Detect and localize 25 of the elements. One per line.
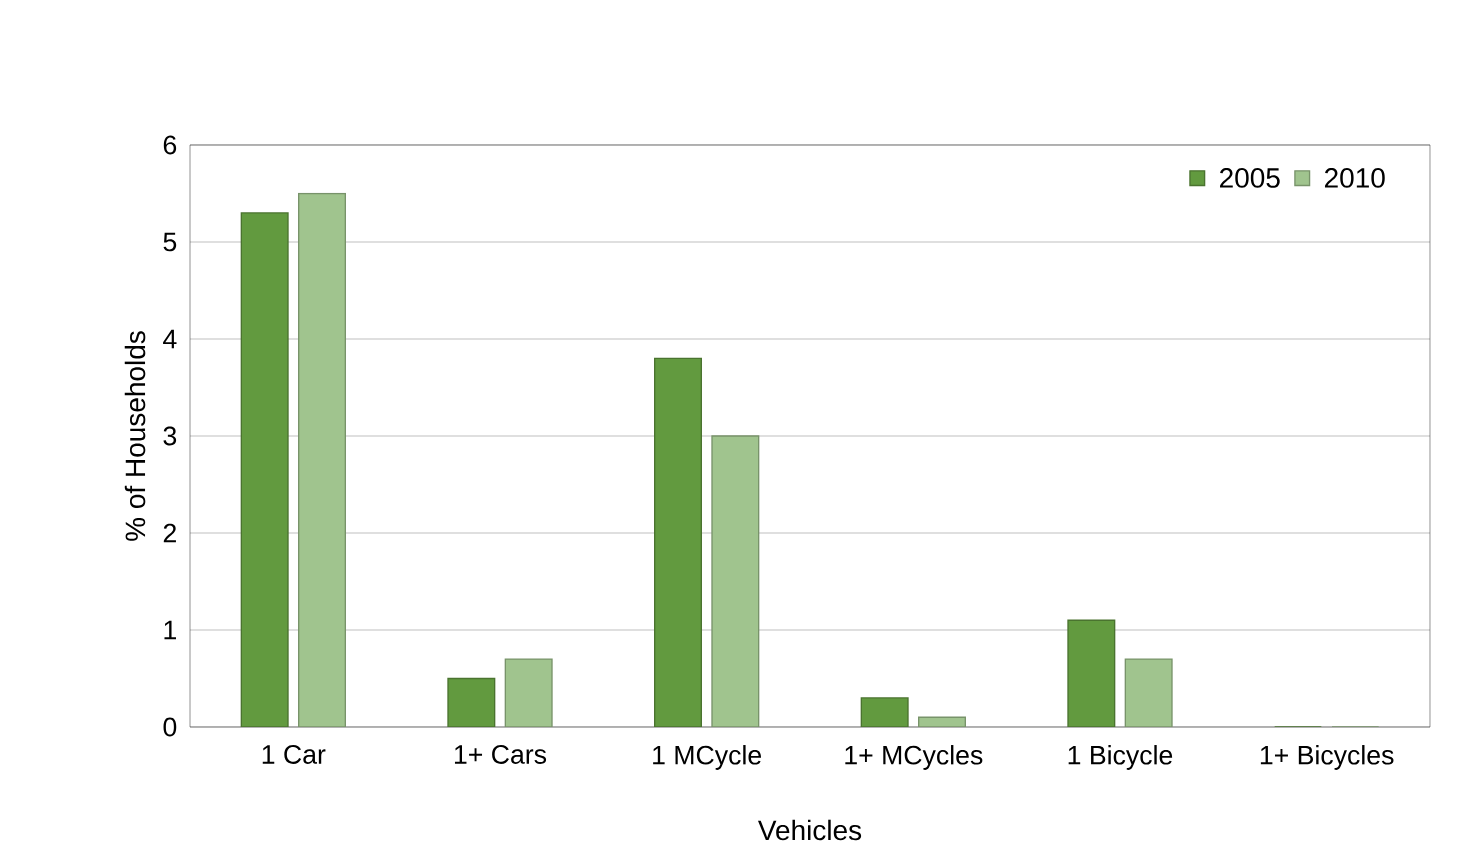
y-tick-label: 6	[163, 135, 177, 155]
bar	[654, 357, 703, 727]
y-tick-label: 4	[163, 329, 177, 349]
bar	[711, 435, 760, 727]
legend-label: 2005	[1220, 168, 1280, 188]
x-tick-label: 1 MCycle	[653, 745, 761, 770]
bar	[298, 192, 347, 727]
y-axis-title: % of Households	[124, 331, 146, 541]
y-tick-label: 5	[163, 232, 177, 252]
y-tick-label: 0	[163, 717, 177, 737]
bar	[504, 658, 553, 727]
bar	[1067, 619, 1116, 727]
bar	[447, 677, 496, 727]
bar	[240, 212, 289, 727]
legend-label: 2010	[1324, 168, 1385, 188]
y-tick-label: 1	[164, 620, 176, 640]
y-tick-label: 2	[163, 523, 176, 543]
x-tick-label: 1 Bicycle	[1068, 745, 1173, 770]
y-tick-label: 3	[163, 426, 177, 446]
x-tick-label: 1 Car	[262, 745, 326, 764]
bar	[1124, 658, 1173, 727]
x-tick-label: 1+ Cars	[454, 745, 547, 764]
x-axis-title: Vehicles	[757, 819, 862, 841]
x-tick-label: 1+ Bicycles	[1260, 745, 1394, 770]
x-tick-label: 1+ MCycles	[845, 745, 983, 770]
